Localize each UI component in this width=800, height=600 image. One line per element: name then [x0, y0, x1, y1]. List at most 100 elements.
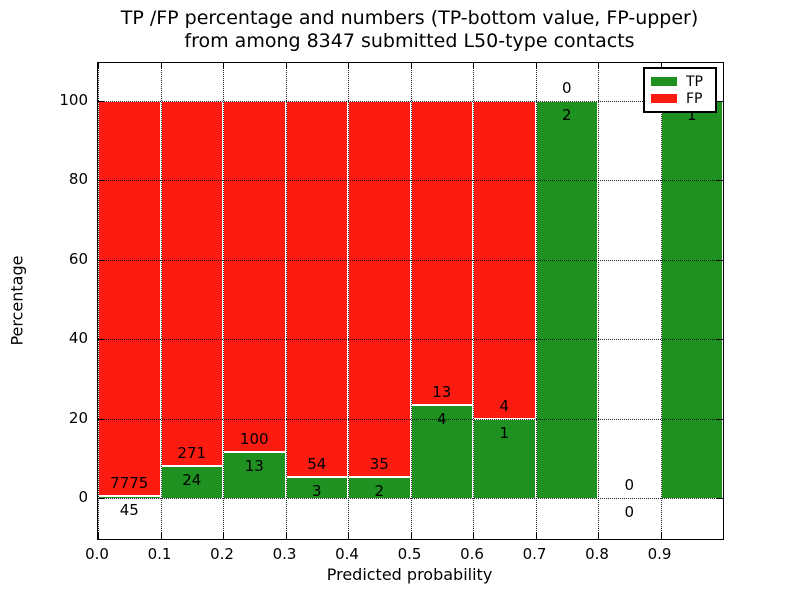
bar-label-tp: 24	[182, 470, 202, 489]
x-tick-label: 0.5	[397, 545, 422, 563]
x-tick-mark	[285, 63, 287, 69]
x-tick-mark	[410, 63, 412, 69]
gridline-vertical	[98, 63, 99, 539]
bar-segment-fp	[410, 101, 473, 405]
gridline-horizontal	[98, 259, 723, 261]
bar-label-tp: 1	[499, 423, 510, 442]
x-tick-mark	[410, 533, 412, 539]
x-tick-label: 0.6	[460, 545, 484, 563]
bar-label-tp: 2	[374, 481, 385, 500]
gridline-vertical	[410, 63, 412, 539]
y-tick-mark	[98, 259, 104, 261]
gridline-vertical	[660, 63, 662, 539]
legend-fp-label: FP	[686, 90, 703, 107]
plot-area: 7775 45 271 24 100 13 54 3 35 2 13 4 4 1 0 2 0 0 1	[97, 62, 724, 540]
bar-segment-fp	[223, 101, 286, 453]
x-tick-mark	[473, 533, 474, 539]
bar-segment-tp	[223, 452, 286, 498]
x-tick-mark	[535, 533, 537, 539]
x-tick-label: 0.3	[272, 545, 297, 563]
bar-label-tp: 3	[311, 482, 322, 501]
y-tick-mark	[717, 418, 723, 420]
gridline-vertical	[285, 63, 287, 539]
y-tick-mark	[717, 180, 723, 182]
legend-entry-tp: TP	[651, 75, 709, 89]
gridline-vertical	[598, 63, 599, 539]
bar-label-fp: 35	[369, 454, 389, 473]
legend: TP FP	[643, 67, 717, 113]
gridline-horizontal	[98, 418, 723, 420]
y-tick-mark	[717, 259, 723, 261]
x-tick-label: 0.9	[647, 545, 672, 563]
x-tick-mark	[348, 63, 349, 69]
y-tick-mark	[98, 101, 104, 102]
legend-tp-label: TP	[686, 73, 703, 90]
x-tick-mark	[723, 533, 724, 539]
bar-segment-fp	[285, 101, 348, 478]
x-tick-mark	[160, 533, 162, 539]
y-tick-label: 100	[59, 91, 88, 109]
y-tick-mark	[98, 339, 104, 341]
bar-label-fp: 0	[561, 79, 572, 97]
bar-label-tp: 13	[244, 457, 264, 476]
gridline-vertical	[160, 63, 162, 539]
x-tick-label: 0.7	[522, 545, 547, 563]
gridline-horizontal	[98, 339, 723, 341]
y-tick-label: 0	[78, 488, 88, 506]
x-tick-mark	[660, 63, 662, 69]
y-tick-mark	[717, 101, 723, 102]
bar-label-fp: 271	[177, 443, 207, 462]
bar-segment-fp	[98, 101, 161, 496]
x-tick-mark	[98, 63, 99, 69]
gridline-vertical	[223, 63, 224, 539]
bar-label-fp: 100	[239, 430, 269, 449]
y-tick-label: 20	[68, 408, 88, 427]
bar-segment-fp	[160, 101, 223, 466]
bar-label-fp: 0	[624, 476, 635, 494]
legend-tp-swatch	[651, 77, 677, 86]
x-tick-mark	[98, 533, 99, 539]
bar-segment-tp	[660, 101, 723, 498]
x-tick-mark	[660, 533, 662, 539]
bar-segment-tp	[410, 404, 473, 498]
y-tick-label: 40	[68, 329, 88, 348]
chart-title-line2: from among 8347 submitted L50-type conta…	[184, 30, 635, 52]
bar-label-fp: 7775	[110, 473, 149, 492]
y-tick-mark	[717, 498, 723, 499]
x-tick-mark	[160, 63, 162, 69]
y-tick-mark	[98, 498, 104, 499]
x-tick-label: 0.2	[210, 545, 234, 563]
x-tick-mark	[535, 63, 537, 69]
x-tick-mark	[598, 63, 599, 69]
bar-label-tp: 2	[561, 106, 572, 124]
x-tick-label: 0.0	[85, 545, 109, 563]
bar-segment-fp	[348, 101, 411, 477]
x-tick-mark	[348, 533, 349, 539]
gridline-horizontal	[98, 498, 723, 499]
chart-title-line1: TP /FP percentage and numbers (TP-bottom…	[120, 7, 699, 29]
x-tick-mark	[723, 63, 724, 69]
x-tick-mark	[223, 533, 224, 539]
x-axis-label: Predicted probability	[326, 565, 493, 584]
gridline-vertical	[473, 63, 474, 539]
gridline-vertical	[348, 63, 349, 539]
x-tick-label: 0.8	[585, 545, 609, 563]
y-tick-label: 80	[68, 170, 88, 189]
bar-label-tp: 1	[686, 106, 697, 124]
x-tick-mark	[223, 63, 224, 69]
bar-label-tp: 45	[119, 500, 139, 519]
y-tick-mark	[717, 339, 723, 341]
x-tick-mark	[285, 533, 287, 539]
legend-fp-swatch	[651, 94, 677, 103]
gridline-vertical	[535, 63, 537, 539]
bar-label-fp: 13	[432, 382, 452, 401]
x-tick-label: 0.4	[335, 545, 359, 563]
bar-label-tp: 0	[624, 503, 635, 521]
legend-entry-fp: FP	[651, 92, 709, 106]
y-tick-label: 60	[68, 249, 88, 268]
bar-label-fp: 54	[307, 455, 327, 474]
x-tick-mark	[473, 63, 474, 69]
gridline-horizontal	[98, 101, 723, 102]
x-tick-label: 0.1	[147, 545, 172, 563]
